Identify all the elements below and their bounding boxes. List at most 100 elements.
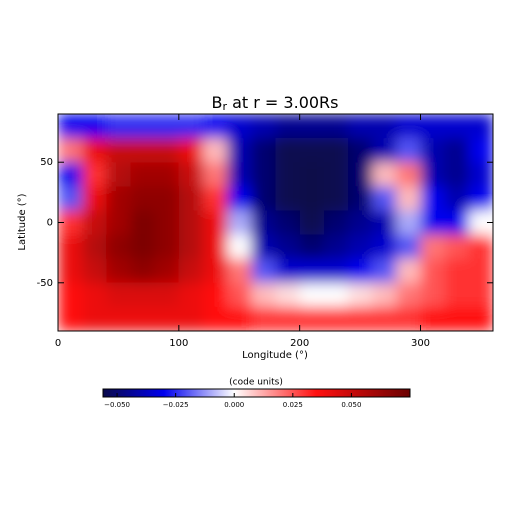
heatmap-cell [154,234,180,260]
heatmap-cell [82,282,107,308]
heatmap-cell [203,258,228,284]
heatmap-cell [396,234,421,260]
heatmap-cell [444,282,470,308]
heatmap-cell [348,306,373,331]
y-axis-label: Latitude (°) [17,193,28,250]
heatmap-cell [396,138,421,163]
heatmap-cell [372,186,397,211]
heatmap-cell [444,210,470,236]
y-tick-label: -50 [37,278,53,289]
heatmap-cell [299,282,325,308]
heatmap-cell [154,162,180,187]
heatmap-cell [444,258,470,284]
heatmap-cell [444,306,470,331]
heatmap-cell [275,234,301,260]
heatmap-cell [203,306,228,331]
heatmap-cell [420,282,446,308]
heatmap-cell [130,186,156,211]
heatmap-cells [58,114,493,331]
heatmap-cell [130,306,156,331]
heatmap-cell [468,186,493,211]
heatmap-cell [227,210,252,236]
heatmap-cell [154,306,180,331]
heatmap-cell [251,186,276,211]
heatmap-cell [227,138,252,163]
heatmap-cell [444,162,470,187]
heatmap-cell [299,186,325,211]
heatmap-cell [275,258,301,284]
y-tick-label: 0 [47,218,53,229]
x-tick-label: 300 [411,338,430,349]
heatmap-cell [396,186,421,211]
heatmap-cell [323,306,349,331]
heatmap-cell [323,282,349,308]
heatmap-cell [396,114,421,139]
x-tick-label: 0 [55,338,61,349]
heatmap-cell [275,306,301,331]
heatmap-cell [323,186,349,211]
heatmap-cell [372,138,397,163]
heatmap-cell [468,162,493,187]
heatmap-cell [251,162,276,187]
heatmap-cell [299,114,325,139]
heatmap-cell [106,234,131,260]
heatmap-cell [82,210,107,236]
heatmap-cell [420,162,446,187]
heatmap-cell [275,114,301,139]
heatmap-cell [106,210,131,236]
heatmap-cell [396,162,421,187]
heatmap-cell [372,234,397,260]
heatmap-cell [396,258,421,284]
heatmap-cell [420,114,446,139]
colorbar-tick-label: 0.050 [341,401,361,409]
heatmap-cell [299,234,325,260]
heatmap-cell [154,258,180,284]
heatmap-cell [227,306,252,331]
heatmap-cell [372,282,397,308]
heatmap-cell [154,282,180,308]
heatmap-cell [444,114,470,139]
heatmap-cell [323,258,349,284]
heatmap-cell [275,186,301,211]
colorbar-tick-label: 0.000 [224,401,244,409]
heatmap-cell [348,186,373,211]
heatmap-cell [372,162,397,187]
heatmap-cell [348,210,373,236]
heatmap-cell [372,210,397,236]
heatmap-cell [58,114,83,139]
heatmap-cell [130,138,156,163]
axes: 0 100 200 300 -50 0 50 −0.050 −0.025 0.000 0.025 0.… [37,114,493,409]
heatmap-cell [58,162,83,187]
heatmap-cell [178,306,204,331]
heatmap-cell [58,258,83,284]
heatmap-cell [227,282,252,308]
heatmap-cell [444,186,470,211]
heatmap-cell [130,210,156,236]
heatmap-cell [468,138,493,163]
heatmap-cell [468,114,493,139]
heatmap-cell [299,210,325,236]
chart-title: Br at r = 3.00Rs [212,93,339,114]
heatmap-cell [227,114,252,139]
heatmap-cell [58,306,83,331]
heatmap-cell [82,162,107,187]
heatmap-cell [130,282,156,308]
heatmap-cell [178,138,204,163]
heatmap-cell [251,306,276,331]
heatmap-cell [348,282,373,308]
heatmap-cell [323,162,349,187]
heatmap-cell [130,162,156,187]
heatmap-cell [82,234,107,260]
heatmap-cell [154,186,180,211]
heatmap-cell [420,210,446,236]
heatmap-cell [299,162,325,187]
heatmap-cell [323,234,349,260]
heatmap-cell [396,210,421,236]
heatmap-cell [468,306,493,331]
heatmap-cell [106,162,131,187]
heatmap-cell [444,138,470,163]
heatmap-cell [106,306,131,331]
heatmap-cell [178,162,204,187]
x-tick-label: 100 [169,338,188,349]
